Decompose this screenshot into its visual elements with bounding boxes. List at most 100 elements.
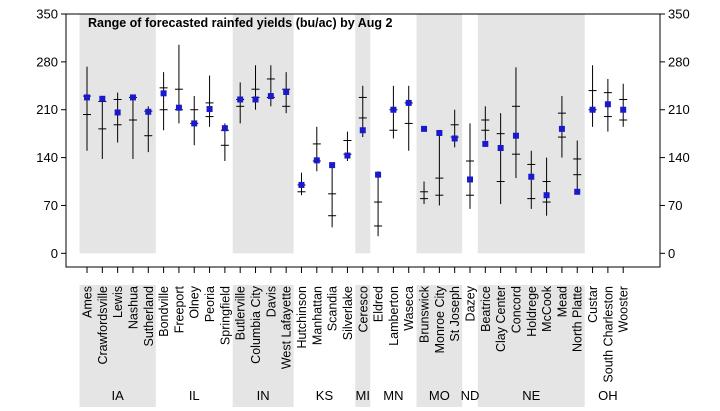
site-label: Wooster: [617, 286, 631, 332]
site-mark-custar: [588, 65, 597, 127]
y-tick-label-left: 350: [36, 7, 58, 22]
site-label: Columbia City: [249, 285, 263, 364]
site-mark-peoria: [205, 75, 214, 127]
site-label: Eldred: [372, 286, 386, 322]
site-mark-lamberton: [389, 85, 398, 139]
state-label-ks: KS: [316, 388, 334, 403]
site-label-bands: [79, 285, 585, 407]
chart-title: Range of forecasted rainfed yields (bu/a…: [88, 16, 393, 30]
site-label: Olney: [188, 285, 202, 318]
axes: 0 0 70 70 140 140 210 210 280 280 350 350: [36, 7, 690, 273]
forecast-point: [206, 106, 213, 113]
site-mark-manhattan: [312, 126, 321, 172]
y-tick-label-left: 280: [36, 54, 58, 69]
y-tick-label-right: 140: [668, 150, 690, 165]
forecast-point: [329, 162, 336, 169]
state-label-ia: IA: [111, 388, 124, 403]
site-mark-silverlake: [343, 131, 352, 162]
state-label-mi: MI: [356, 388, 370, 403]
forecast-point: [405, 99, 412, 106]
forecast-point: [467, 176, 473, 183]
y-tick-label-left: 210: [36, 102, 58, 117]
forecast-point: [237, 96, 244, 103]
site-label: Bondville: [157, 286, 171, 337]
site-label: Ceresco: [356, 286, 370, 333]
site-label: Silverlake: [341, 286, 355, 340]
y-tick-label-left: 0: [51, 246, 58, 261]
site-mark-waseca: [404, 85, 413, 151]
site-label: Brunswick: [418, 285, 432, 343]
state-label-band-mi: [355, 285, 371, 407]
y-tick-label-right: 0: [668, 246, 675, 261]
site-mark-scandia: [328, 162, 337, 228]
forecast-point: [252, 96, 259, 103]
site-mark-wooster: [619, 83, 628, 127]
site-mark-bondville: [159, 72, 168, 131]
forecast-point: [99, 95, 106, 102]
forecast-point: [160, 90, 167, 97]
forecast-point: [390, 106, 397, 113]
forecast-point: [375, 171, 382, 178]
site-label: Sutherland: [142, 286, 156, 347]
site-label: Scandia: [326, 286, 340, 331]
site-mark-ames: [83, 66, 91, 151]
site-mark-monroe-city: [435, 129, 444, 206]
site-mark-davis: [266, 65, 275, 107]
site-mark-holdrege: [527, 150, 536, 209]
state-band-in: [232, 14, 294, 254]
forecast-point: [145, 108, 152, 115]
site-label: Davis: [264, 286, 278, 317]
site-mark-sutherland: [144, 106, 153, 153]
forecast-point: [283, 88, 290, 95]
forecast-point: [129, 94, 136, 101]
state-label-il: IL: [189, 388, 200, 403]
site-mark-mead: [557, 96, 566, 158]
site-label: Crawfordsville: [96, 286, 110, 365]
site-mark-ceresco: [358, 85, 367, 138]
state-label-mn: MN: [383, 388, 403, 403]
y-tick-label-right: 350: [668, 7, 690, 22]
state-label-in: IN: [257, 388, 270, 403]
y-tick-label-left: 70: [44, 198, 58, 213]
site-label: St Joseph: [448, 286, 462, 342]
y-tick-label-right: 280: [668, 54, 690, 69]
forecast-point: [313, 157, 320, 164]
site-mark-south-charleston: [603, 78, 612, 132]
site-label: Concord: [509, 286, 523, 333]
forecast-point: [528, 173, 535, 180]
forecast-point: [574, 188, 581, 195]
site-mark-springfield: [220, 123, 229, 162]
site-label: Holdrege: [525, 286, 539, 337]
site-mark-crawfordsville: [98, 95, 107, 159]
site-mark-dazey: [466, 123, 474, 209]
forecast-point: [298, 181, 305, 188]
site-label: Springfield: [218, 286, 232, 345]
site-label: South Charleston: [601, 286, 615, 383]
site-label: Clay Center: [494, 286, 508, 352]
site-mark-st-joseph: [450, 109, 459, 148]
y-tick-label-right: 70: [668, 198, 682, 213]
site-label: Mead: [555, 286, 569, 317]
forecast-point: [175, 104, 182, 111]
site-mark-hutchinson: [297, 172, 306, 196]
forecast-point: [451, 135, 458, 142]
forecast-point: [436, 129, 443, 136]
site-mark-lewis: [113, 92, 122, 143]
state-labels: IA IL IN KS MI MN MO ND NE OH: [111, 388, 617, 403]
state-label-band-mo: [416, 285, 463, 407]
forecast-point: [497, 145, 504, 152]
site-mark-eldred: [374, 171, 383, 237]
forecast-point: [359, 127, 366, 134]
state-label-band-ia: [79, 285, 156, 407]
forecast-point: [114, 109, 121, 116]
forecast-point: [512, 132, 519, 139]
site-mark-olney: [190, 96, 199, 146]
forecast-point: [191, 120, 198, 127]
state-label-mo: MO: [429, 388, 450, 403]
site-mark-clay-center: [496, 113, 505, 205]
site-label: Custar: [586, 286, 600, 323]
site-label: Nashua: [126, 286, 140, 329]
forecast-point: [421, 125, 428, 132]
state-band-ne: [477, 14, 585, 254]
site-label: Peoria: [203, 286, 217, 322]
